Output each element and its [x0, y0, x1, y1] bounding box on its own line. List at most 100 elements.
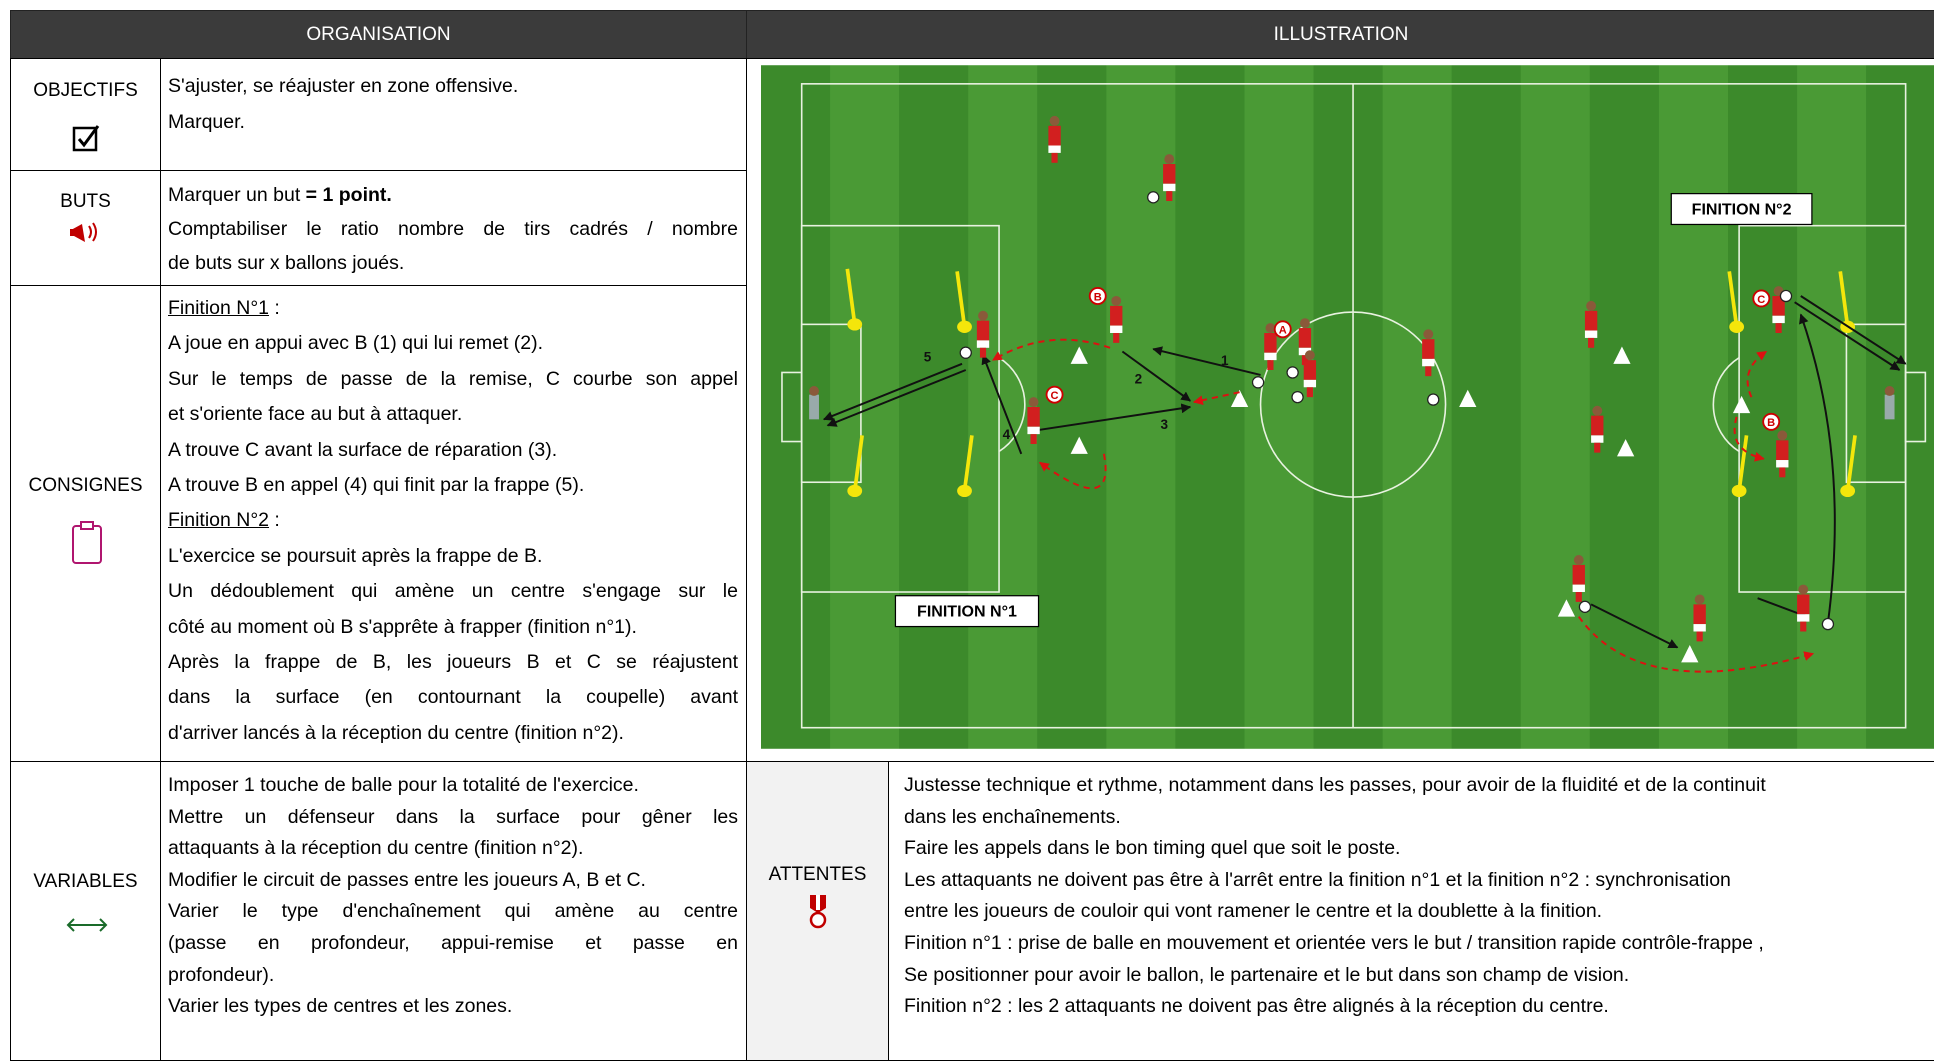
player-head: [1049, 115, 1060, 126]
megaphone-icon: [70, 222, 97, 242]
text-line: A trouve C avant la surface de réparatio…: [168, 438, 558, 461]
player-body: [1422, 339, 1435, 359]
text-line: Sur le temps de passe de la remise, C co…: [168, 367, 738, 390]
player-body: [1591, 415, 1604, 436]
pitch-illustration: A B C C B 1 2 3 4 5 FINITION N°1 FINITION N°2: [761, 65, 1934, 749]
pole-base: [847, 484, 863, 498]
player-head: [1423, 329, 1434, 340]
stripe: [1313, 65, 1383, 749]
player-head: [1573, 555, 1584, 565]
player-body: [1048, 125, 1061, 146]
run-arrow: [1577, 616, 1815, 673]
pass-arrow: [1800, 295, 1907, 365]
header-illustration: ILLUSTRATION: [746, 10, 1934, 59]
pole: [845, 268, 857, 325]
pole: [955, 271, 967, 328]
player-shorts: [1693, 624, 1706, 632]
player-shorts: [1110, 325, 1123, 333]
header-organisation: ORGANISATION: [10, 10, 747, 59]
pole-base: [957, 484, 972, 498]
text-line: Imposer 1 touche de balle pour la totali…: [168, 774, 639, 796]
player-head: [1694, 594, 1705, 605]
cone: [1613, 346, 1631, 364]
player-body: [976, 320, 990, 341]
medal-icon: [809, 895, 827, 929]
player-head: [1265, 323, 1276, 333]
text-line: L'exercice se poursuit après la frappe d…: [168, 544, 543, 567]
cone: [1557, 599, 1576, 617]
ball: [1147, 191, 1160, 204]
goalkeeper: [1884, 394, 1895, 420]
stripe: [899, 65, 969, 749]
stripe: [1658, 65, 1729, 749]
text-line: Se positionner pour avoir le ballon, le …: [904, 963, 1630, 986]
arrows-icon: [66, 918, 108, 932]
cell-text: Imposer 1 touche de balle pour la totali…: [168, 770, 738, 1023]
player-head: [1300, 318, 1310, 329]
pass-number: 5: [924, 349, 932, 364]
ball: [1578, 600, 1592, 613]
text-line: entre les joueurs de couloir qui vont ra…: [904, 900, 1603, 923]
player-body: [1027, 407, 1040, 427]
cell-text: S'ajuster, se réajuster en zone offensiv…: [168, 68, 738, 140]
text-line: Finition N°2 :: [168, 503, 738, 538]
text-line: de buts sur x ballons joués.: [168, 252, 405, 274]
bold-text: = 1 point.: [305, 184, 392, 206]
player-letter: B: [1767, 417, 1775, 429]
letter-badge: [1752, 289, 1771, 308]
cone: [1070, 436, 1088, 454]
player-body: [1110, 305, 1123, 326]
ball: [1779, 289, 1793, 303]
player-head: [1592, 405, 1603, 416]
letter-badge: [1762, 412, 1781, 431]
player-head: [1028, 397, 1039, 407]
ball: [1291, 390, 1304, 404]
player-head: [1777, 430, 1788, 441]
text-line: Modifier le circuit de passes entre les …: [168, 868, 646, 891]
stripe: [761, 65, 831, 749]
player-head: [1884, 386, 1895, 396]
text-line: Mettre un défenseur dans la surface pour…: [168, 805, 738, 828]
check-icon: [72, 125, 100, 152]
pole: [1838, 271, 1850, 328]
player-body: [1264, 332, 1277, 353]
ball: [1251, 376, 1265, 389]
clipboard-icon: [72, 521, 102, 564]
text-line: et s'oriente face au but à attaquer.: [168, 403, 463, 426]
row-label: ATTENTES: [768, 864, 867, 885]
text-line: Faire les appels dans le bon timing quel…: [904, 837, 1401, 860]
cell-text: Marquer un but = 1 point. Comptabiliser …: [168, 178, 738, 280]
stripe: [1866, 65, 1934, 749]
pass-arrow: [981, 354, 1023, 455]
subtitle: Finition N°2: [168, 509, 270, 532]
ball: [959, 346, 972, 359]
pass-arrow: [1027, 403, 1192, 433]
player-shorts: [1298, 347, 1312, 356]
cell-text: Justesse technique et rythme, notamment …: [904, 770, 1934, 1023]
letter-badge: [1045, 385, 1064, 404]
player-shorts: [976, 340, 990, 348]
text-line: dans les enchaînements.: [904, 805, 1121, 828]
run-arrow: [992, 338, 1111, 361]
player-body: [1298, 328, 1312, 348]
player-head: [1586, 300, 1597, 311]
cone: [1681, 645, 1699, 663]
player-shorts: [1591, 435, 1604, 443]
cone: [1732, 395, 1751, 414]
stripe: [1797, 65, 1867, 749]
player-shorts: [1027, 426, 1040, 435]
letter-badge: [1088, 287, 1107, 305]
player-shorts: [1303, 379, 1317, 388]
letter-badge: [1273, 320, 1292, 339]
player-body: [1797, 594, 1810, 615]
pole-base: [1731, 484, 1747, 498]
pole-base: [847, 318, 863, 331]
pass-arrow: [1794, 301, 1901, 371]
text: :: [269, 297, 280, 319]
text-line: Marquer.: [168, 111, 245, 133]
text-line: Finition N°1 :: [168, 291, 738, 326]
player-shorts: [1264, 352, 1277, 361]
text-line: Finition n°2 : les 2 attaquants ne doive…: [904, 995, 1609, 1018]
text-line: côté au moment où B s'apprête à frapper …: [168, 615, 637, 638]
stripe: [830, 65, 900, 749]
